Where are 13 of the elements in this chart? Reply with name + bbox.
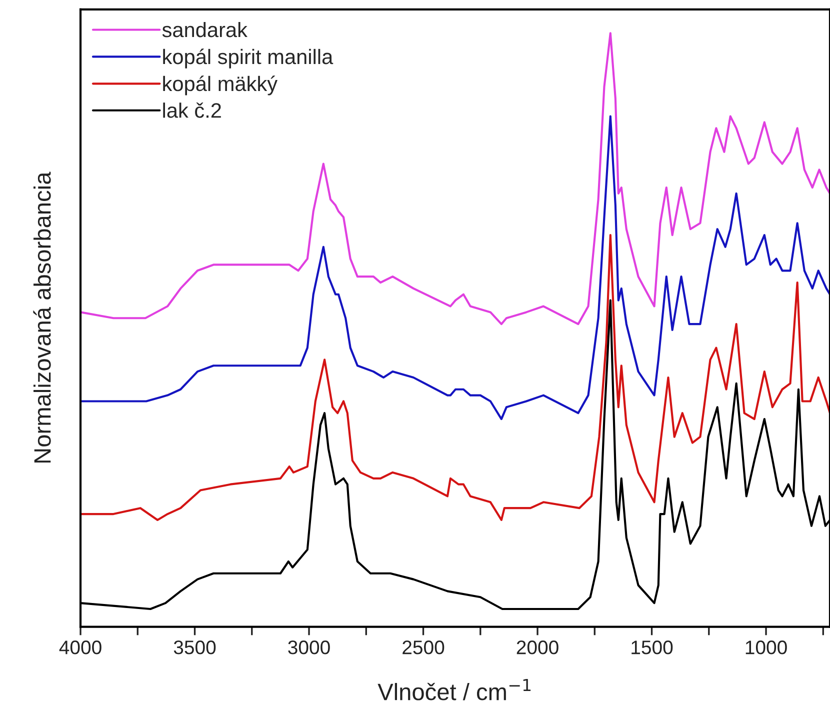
x-tick-label: 2500 xyxy=(402,640,444,654)
x-tick-label: 1000 xyxy=(746,640,787,654)
x-tick-label: 4000 xyxy=(59,640,102,654)
legend-label: sandarak xyxy=(162,22,248,38)
legend-label: kopál spirit manilla xyxy=(163,48,334,68)
legend-label: lak č.2 xyxy=(163,102,221,118)
x-tick-label: 1500 xyxy=(632,640,673,654)
legend-label: kopál mäkký xyxy=(163,76,278,96)
y-axis-title: Normalizovaná absorbancia xyxy=(33,172,51,463)
x-axis-title: Vlnočet / cm$^{−1}$ xyxy=(378,678,531,700)
x-tick-label: 3000 xyxy=(288,640,330,654)
x-tick-label: 2000 xyxy=(516,640,558,654)
x-tick-label: 3500 xyxy=(174,640,216,654)
